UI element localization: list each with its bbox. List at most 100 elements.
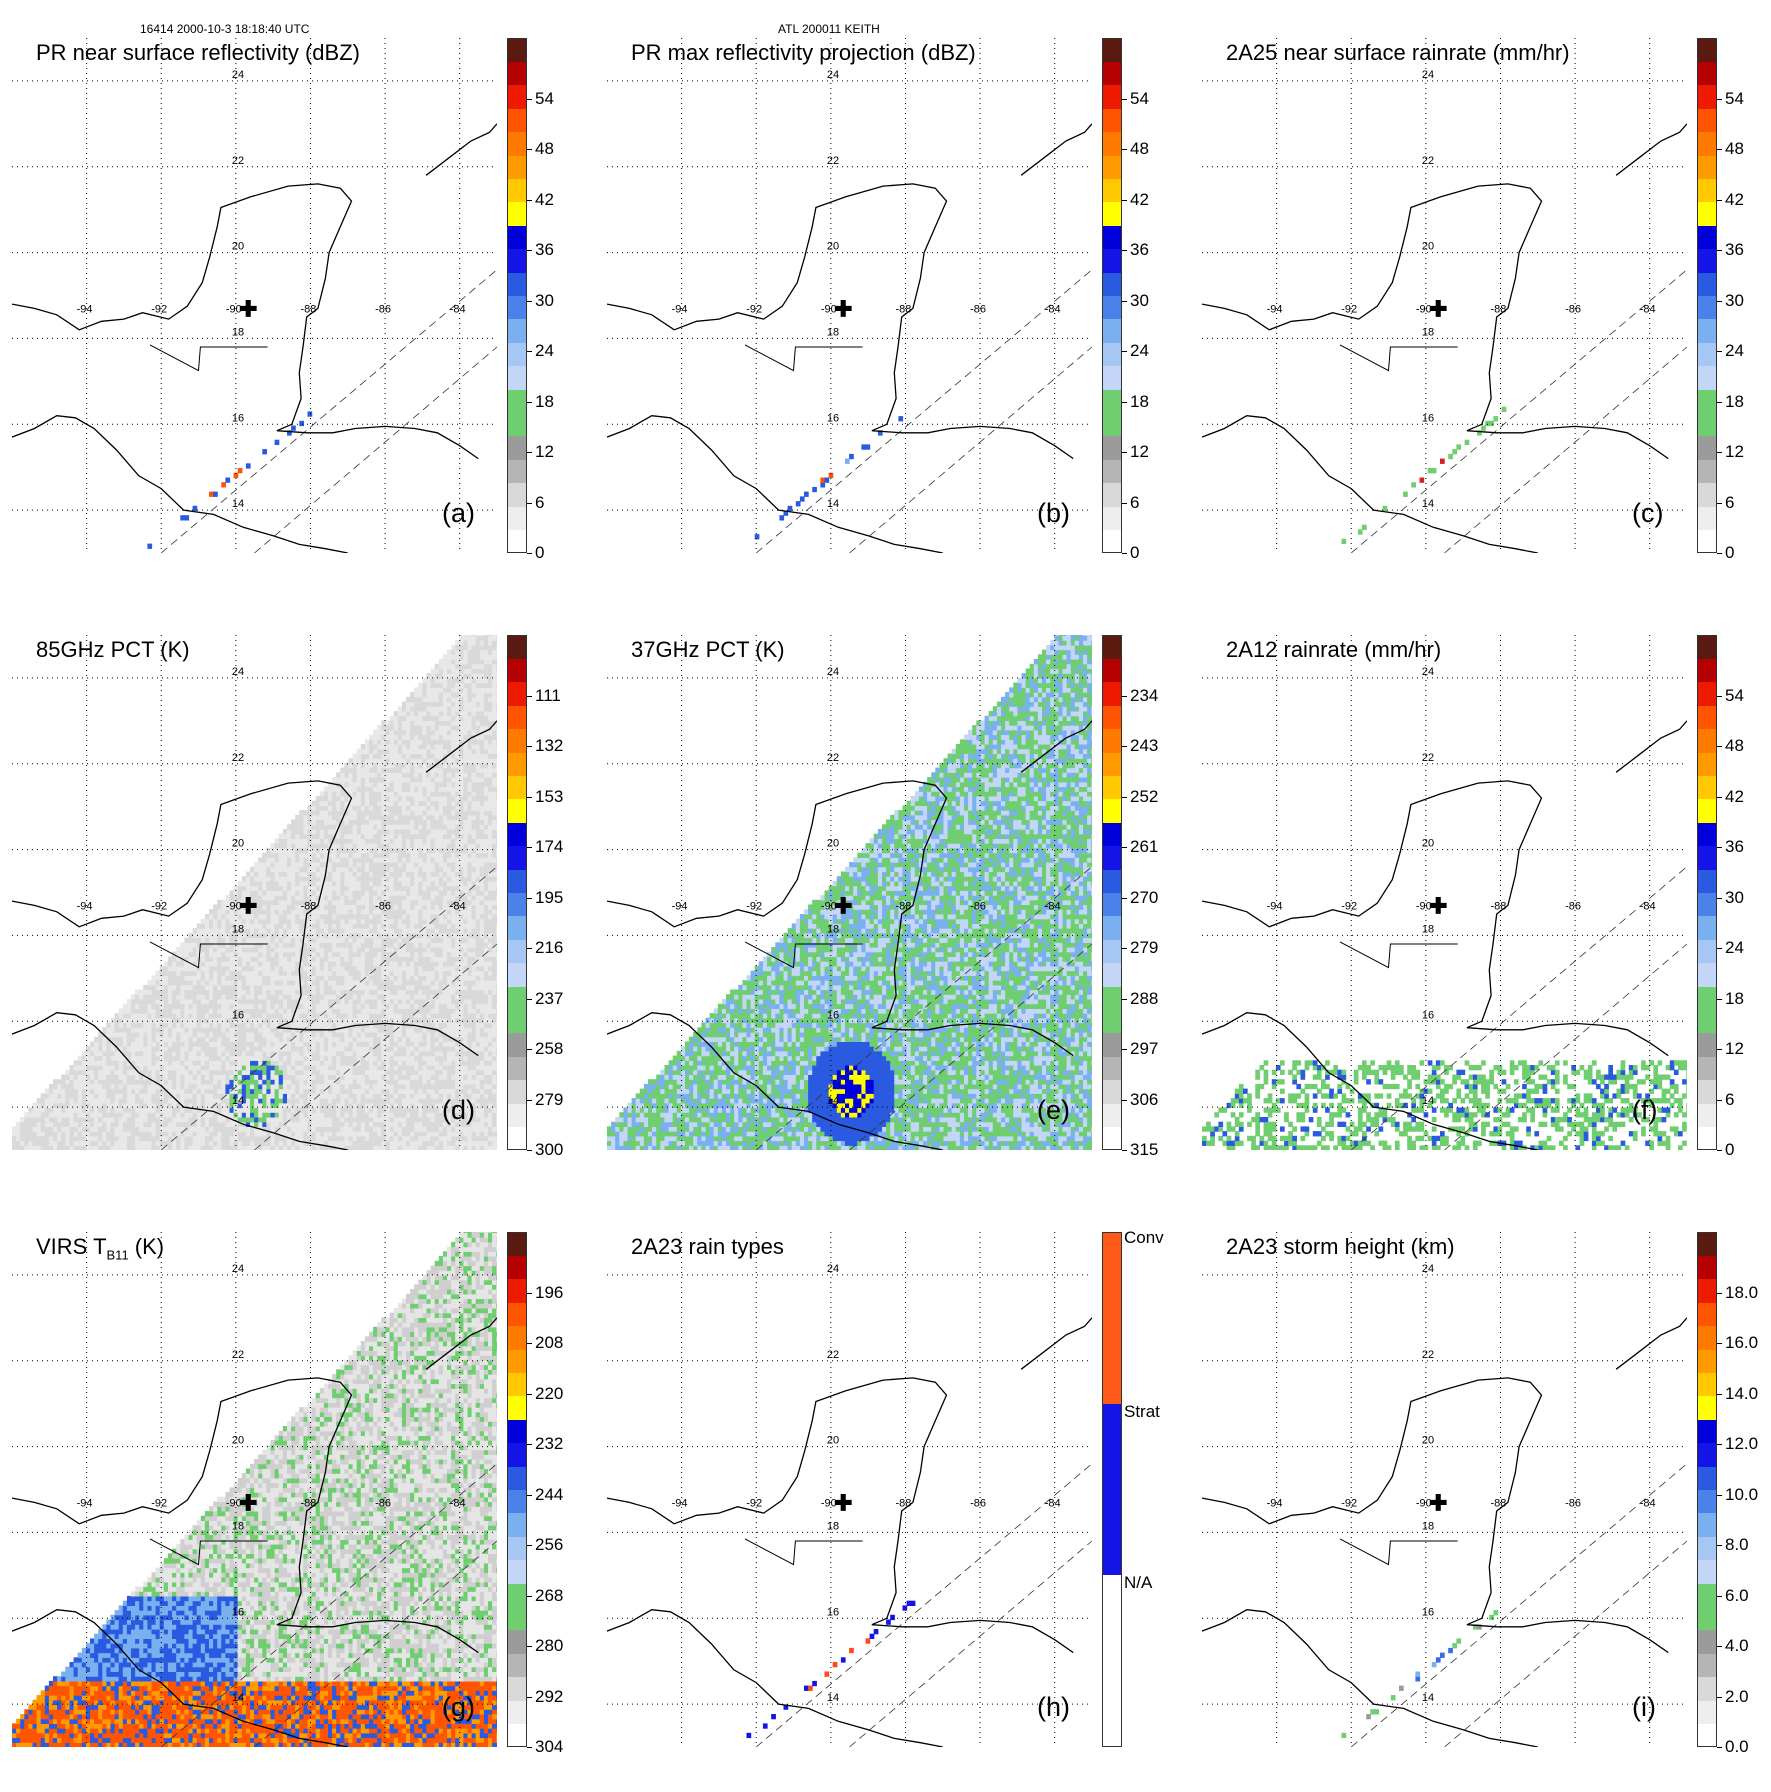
- colorbar-label: 234: [1130, 686, 1158, 706]
- colorbar-label: 42: [1130, 190, 1149, 210]
- colorbar-label: 153: [535, 787, 563, 807]
- colorbar-label: 258: [535, 1039, 563, 1059]
- lon-label: -92: [1341, 1497, 1357, 1509]
- header-left: 16414 2000-10-3 18:18:40 UTC: [140, 22, 309, 36]
- lon-label: -94: [77, 303, 93, 315]
- lon-label: -88: [895, 303, 911, 315]
- lon-label: -94: [1267, 1497, 1283, 1509]
- lon-label: -92: [746, 1497, 762, 1509]
- lon-label: -84: [1045, 303, 1061, 315]
- colorbar-label: 268: [535, 1586, 563, 1606]
- lon-label: -92: [746, 303, 762, 315]
- colorbar-label: 10.0: [1725, 1485, 1758, 1505]
- colorbar-label: 304: [535, 1737, 563, 1757]
- colorbar-label: 174: [535, 837, 563, 857]
- storm-center-marker: ✚: [834, 893, 852, 918]
- colorbar-label: 14.0: [1725, 1384, 1758, 1404]
- lat-label: 16: [827, 1606, 839, 1618]
- lat-label: 22: [1422, 155, 1434, 167]
- lon-label: -84: [450, 303, 466, 315]
- lon-label: -88: [895, 1497, 911, 1509]
- colorbar-label: 279: [1130, 938, 1158, 958]
- colorbar-label: 6.0: [1725, 1586, 1749, 1606]
- field-prmax: [755, 416, 903, 539]
- storm-center-marker: ✚: [1429, 1490, 1447, 1515]
- header-center: ATL 200011 KEITH: [778, 22, 880, 36]
- colorbar-label: 208: [535, 1333, 563, 1353]
- lat-label: 24: [1422, 1263, 1434, 1275]
- lat-label: 24: [1422, 666, 1434, 678]
- colorbar-label: 279: [535, 1090, 563, 1110]
- storm-center-marker: ✚: [1429, 893, 1447, 918]
- lon-label: -92: [151, 900, 167, 912]
- colorbar-label: 42: [1725, 787, 1744, 807]
- storm-center-marker: ✚: [834, 1490, 852, 1515]
- panel-title: PR max reflectivity projection (dBZ): [631, 40, 976, 66]
- panel-title: 85GHz PCT (K): [36, 637, 190, 663]
- lat-label: 24: [827, 69, 839, 81]
- lat-label: 14: [827, 498, 839, 510]
- lat-label: 20: [1422, 838, 1434, 850]
- colorbar-label: 54: [1725, 686, 1744, 706]
- lon-label: -86: [1565, 303, 1581, 315]
- lat-label: 24: [827, 1263, 839, 1275]
- lat-label: 20: [232, 241, 244, 253]
- lat-label: 16: [827, 412, 839, 424]
- colorbar-label: 6: [1725, 1090, 1734, 1110]
- colorbar-label: 48: [535, 139, 554, 159]
- lat-label: 18: [1422, 923, 1434, 935]
- colorbar-label: 111: [535, 686, 561, 706]
- lat-label: 16: [232, 412, 244, 424]
- lat-label: 22: [827, 1349, 839, 1361]
- lat-label: 14: [827, 1692, 839, 1704]
- lat-label: 24: [827, 666, 839, 678]
- panel-label: (a): [442, 498, 475, 529]
- lon-label: -86: [970, 303, 986, 315]
- lat-label: 14: [232, 498, 244, 510]
- lon-label: -92: [1341, 900, 1357, 912]
- colorbar-label: 237: [535, 989, 563, 1009]
- colorbar-label: 18: [1130, 392, 1149, 412]
- colorbar-label: 12: [535, 442, 554, 462]
- panel-label: (e): [1037, 1095, 1070, 1126]
- colorbar-label: 196: [535, 1283, 563, 1303]
- colorbar-label: 306: [1130, 1090, 1158, 1110]
- colorbar-label: 18: [535, 392, 554, 412]
- lat-label: 24: [232, 666, 244, 678]
- colorbar-label: 292: [535, 1687, 563, 1707]
- lon-label: -88: [300, 303, 316, 315]
- lat-label: 18: [232, 1520, 244, 1532]
- colorbar-label: 0: [535, 543, 544, 563]
- panel-label: (c): [1632, 498, 1663, 529]
- panel-title: PR near surface reflectivity (dBZ): [36, 40, 360, 66]
- lon-label: -94: [672, 900, 688, 912]
- lon-label: -86: [1565, 900, 1581, 912]
- lat-label: 22: [232, 155, 244, 167]
- lon-label: -88: [1490, 900, 1506, 912]
- colorbar-label: 243: [1130, 736, 1158, 756]
- lat-label: 16: [1422, 412, 1434, 424]
- lon-label: -92: [746, 900, 762, 912]
- lon-label: -84: [1640, 303, 1656, 315]
- panel-label: (g): [442, 1692, 475, 1723]
- lat-label: 14: [232, 1095, 244, 1107]
- colorbar-label: 30: [1725, 888, 1744, 908]
- lat-label: 20: [827, 1435, 839, 1447]
- lon-label: -84: [1045, 900, 1061, 912]
